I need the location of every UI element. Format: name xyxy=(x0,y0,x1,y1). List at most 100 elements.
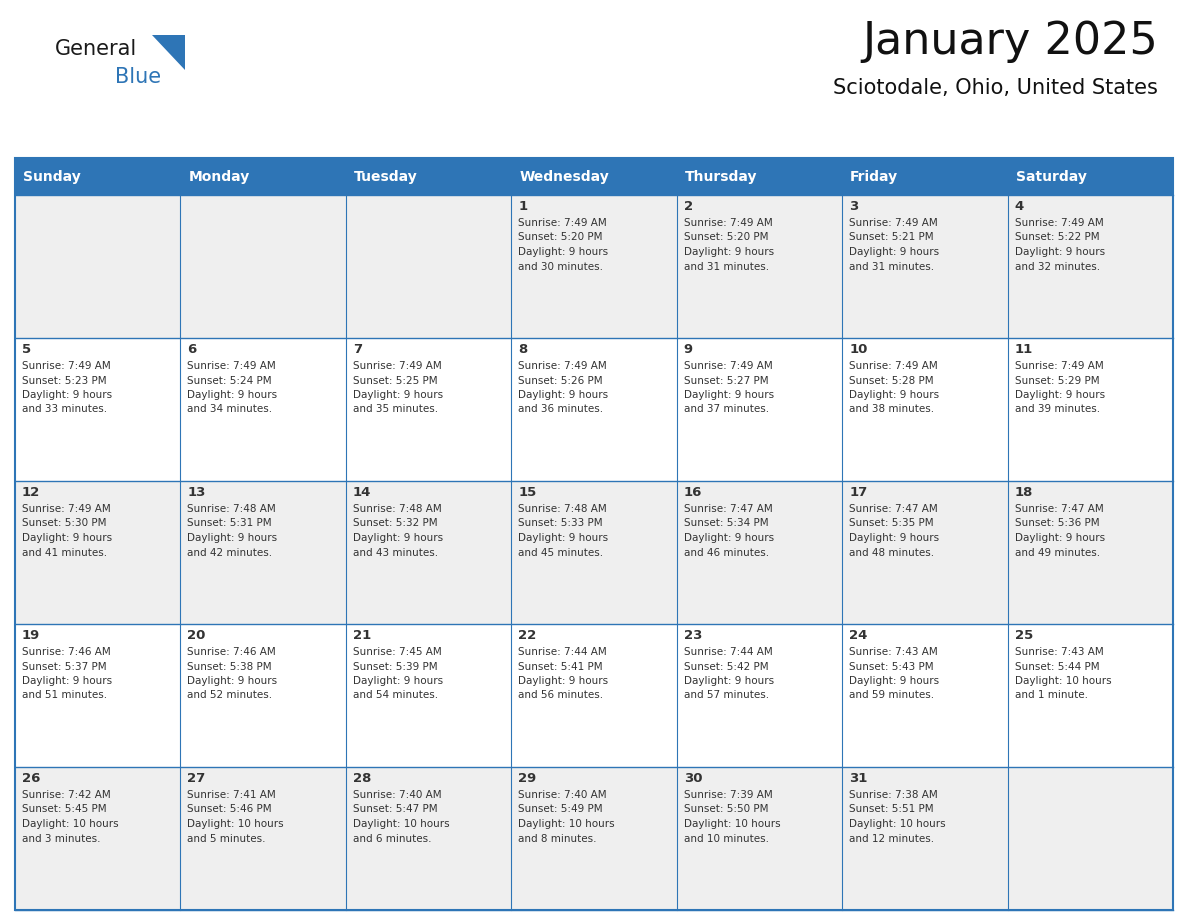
Text: Sunrise: 7:44 AM: Sunrise: 7:44 AM xyxy=(684,647,772,657)
Text: Daylight: 9 hours: Daylight: 9 hours xyxy=(23,533,112,543)
Text: Sunset: 5:46 PM: Sunset: 5:46 PM xyxy=(188,804,272,814)
Bar xyxy=(677,481,842,624)
Text: Sunrise: 7:41 AM: Sunrise: 7:41 AM xyxy=(188,790,276,800)
Bar xyxy=(1007,624,1173,767)
Bar xyxy=(1007,767,1173,910)
Text: and 41 minutes.: and 41 minutes. xyxy=(23,547,107,557)
Text: Sunrise: 7:43 AM: Sunrise: 7:43 AM xyxy=(1015,647,1104,657)
Text: and 37 minutes.: and 37 minutes. xyxy=(684,405,769,415)
Text: Sunrise: 7:40 AM: Sunrise: 7:40 AM xyxy=(518,790,607,800)
Text: 2: 2 xyxy=(684,200,693,213)
Text: Sunrise: 7:49 AM: Sunrise: 7:49 AM xyxy=(518,361,607,371)
Text: Sunrise: 7:49 AM: Sunrise: 7:49 AM xyxy=(23,504,110,514)
Text: Sunrise: 7:49 AM: Sunrise: 7:49 AM xyxy=(188,361,276,371)
Bar xyxy=(511,158,677,195)
Text: Sunset: 5:44 PM: Sunset: 5:44 PM xyxy=(1015,662,1099,671)
Text: 16: 16 xyxy=(684,486,702,499)
Text: 7: 7 xyxy=(353,343,362,356)
Bar xyxy=(1007,158,1173,195)
Text: Sunrise: 7:49 AM: Sunrise: 7:49 AM xyxy=(1015,361,1104,371)
Text: Sunset: 5:30 PM: Sunset: 5:30 PM xyxy=(23,519,107,529)
Bar xyxy=(15,158,1173,910)
Bar xyxy=(677,624,842,767)
Bar xyxy=(346,767,511,910)
Text: 21: 21 xyxy=(353,629,371,642)
Text: Saturday: Saturday xyxy=(1016,170,1087,184)
Text: 6: 6 xyxy=(188,343,197,356)
Text: 24: 24 xyxy=(849,629,867,642)
Text: Daylight: 9 hours: Daylight: 9 hours xyxy=(684,533,773,543)
Text: and 3 minutes.: and 3 minutes. xyxy=(23,834,101,844)
Text: and 39 minutes.: and 39 minutes. xyxy=(1015,405,1100,415)
Text: and 8 minutes.: and 8 minutes. xyxy=(518,834,596,844)
Text: 13: 13 xyxy=(188,486,206,499)
Text: Sunset: 5:21 PM: Sunset: 5:21 PM xyxy=(849,232,934,242)
Text: Sunset: 5:45 PM: Sunset: 5:45 PM xyxy=(23,804,107,814)
Text: Sunrise: 7:49 AM: Sunrise: 7:49 AM xyxy=(353,361,442,371)
Text: and 48 minutes.: and 48 minutes. xyxy=(849,547,934,557)
Text: Sunrise: 7:46 AM: Sunrise: 7:46 AM xyxy=(188,647,276,657)
Text: Sunset: 5:31 PM: Sunset: 5:31 PM xyxy=(188,519,272,529)
Text: and 10 minutes.: and 10 minutes. xyxy=(684,834,769,844)
Polygon shape xyxy=(152,35,185,70)
Bar xyxy=(181,195,346,338)
Text: 26: 26 xyxy=(23,772,40,785)
Text: Daylight: 9 hours: Daylight: 9 hours xyxy=(188,676,278,686)
Text: Daylight: 9 hours: Daylight: 9 hours xyxy=(849,676,940,686)
Text: Daylight: 9 hours: Daylight: 9 hours xyxy=(1015,390,1105,400)
Text: and 45 minutes.: and 45 minutes. xyxy=(518,547,604,557)
Text: Sunrise: 7:47 AM: Sunrise: 7:47 AM xyxy=(684,504,772,514)
Text: Sunday: Sunday xyxy=(23,170,81,184)
Bar xyxy=(181,624,346,767)
Text: Sunrise: 7:49 AM: Sunrise: 7:49 AM xyxy=(518,218,607,228)
Bar xyxy=(181,158,346,195)
Text: and 54 minutes.: and 54 minutes. xyxy=(353,690,438,700)
Text: Wednesday: Wednesday xyxy=(519,170,609,184)
Text: 11: 11 xyxy=(1015,343,1032,356)
Text: 15: 15 xyxy=(518,486,537,499)
Bar xyxy=(511,767,677,910)
Bar xyxy=(842,767,1007,910)
Bar xyxy=(15,624,181,767)
Text: and 32 minutes.: and 32 minutes. xyxy=(1015,262,1100,272)
Bar xyxy=(842,195,1007,338)
Bar xyxy=(842,624,1007,767)
Text: Sunrise: 7:43 AM: Sunrise: 7:43 AM xyxy=(849,647,937,657)
Text: 14: 14 xyxy=(353,486,371,499)
Text: 4: 4 xyxy=(1015,200,1024,213)
Bar xyxy=(511,624,677,767)
Text: and 36 minutes.: and 36 minutes. xyxy=(518,405,604,415)
Text: Sunrise: 7:49 AM: Sunrise: 7:49 AM xyxy=(849,361,937,371)
Text: 18: 18 xyxy=(1015,486,1032,499)
Text: Daylight: 9 hours: Daylight: 9 hours xyxy=(23,390,112,400)
Text: 30: 30 xyxy=(684,772,702,785)
Text: 31: 31 xyxy=(849,772,867,785)
Text: Sunrise: 7:48 AM: Sunrise: 7:48 AM xyxy=(353,504,442,514)
Text: and 57 minutes.: and 57 minutes. xyxy=(684,690,769,700)
Bar xyxy=(181,338,346,481)
Text: Sunrise: 7:45 AM: Sunrise: 7:45 AM xyxy=(353,647,442,657)
Bar xyxy=(15,338,181,481)
Text: Daylight: 9 hours: Daylight: 9 hours xyxy=(188,533,278,543)
Text: Sunset: 5:29 PM: Sunset: 5:29 PM xyxy=(1015,375,1099,386)
Text: 17: 17 xyxy=(849,486,867,499)
Text: and 31 minutes.: and 31 minutes. xyxy=(684,262,769,272)
Text: Daylight: 9 hours: Daylight: 9 hours xyxy=(684,247,773,257)
Text: Sunrise: 7:42 AM: Sunrise: 7:42 AM xyxy=(23,790,110,800)
Text: Daylight: 10 hours: Daylight: 10 hours xyxy=(188,819,284,829)
Bar xyxy=(677,195,842,338)
Text: Sunset: 5:42 PM: Sunset: 5:42 PM xyxy=(684,662,769,671)
Text: Sunrise: 7:48 AM: Sunrise: 7:48 AM xyxy=(188,504,276,514)
Text: Sunrise: 7:47 AM: Sunrise: 7:47 AM xyxy=(1015,504,1104,514)
Text: Sunrise: 7:49 AM: Sunrise: 7:49 AM xyxy=(1015,218,1104,228)
Text: and 46 minutes.: and 46 minutes. xyxy=(684,547,769,557)
Text: Daylight: 10 hours: Daylight: 10 hours xyxy=(849,819,946,829)
Text: Sunset: 5:38 PM: Sunset: 5:38 PM xyxy=(188,662,272,671)
Text: Sunset: 5:27 PM: Sunset: 5:27 PM xyxy=(684,375,769,386)
Text: and 52 minutes.: and 52 minutes. xyxy=(188,690,272,700)
Text: and 42 minutes.: and 42 minutes. xyxy=(188,547,272,557)
Text: January 2025: January 2025 xyxy=(862,20,1158,63)
Text: Sunrise: 7:49 AM: Sunrise: 7:49 AM xyxy=(684,218,772,228)
Text: Sunset: 5:25 PM: Sunset: 5:25 PM xyxy=(353,375,437,386)
Text: 23: 23 xyxy=(684,629,702,642)
